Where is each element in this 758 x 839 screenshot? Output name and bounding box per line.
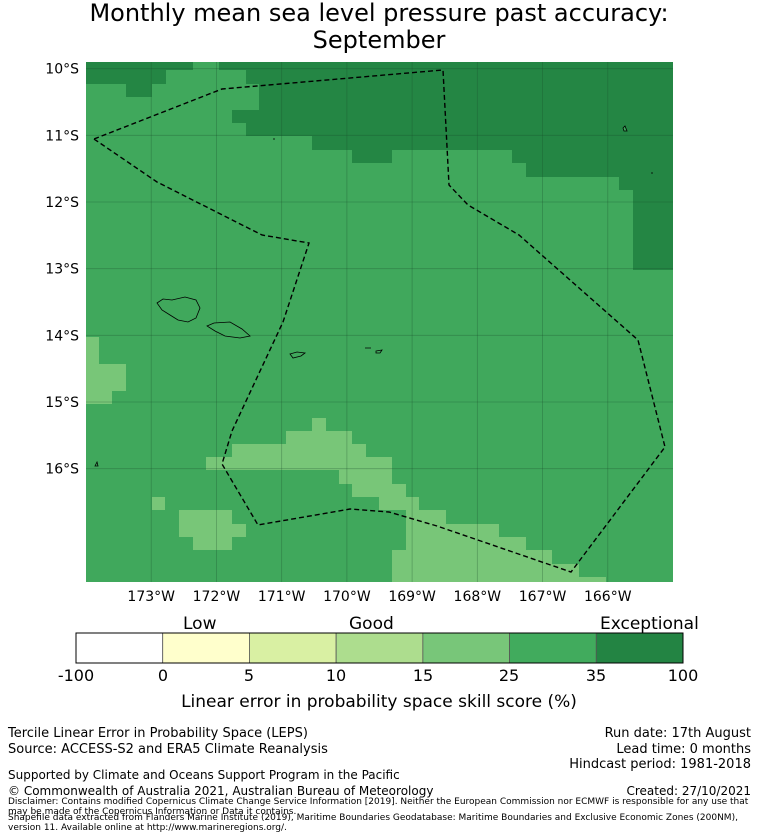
map-gridlines [86, 62, 673, 582]
colorbar-tick: 10 [325, 666, 347, 685]
good-skill-cell [152, 497, 165, 510]
colorbar-category-exceptional: Exceptional [600, 614, 699, 634]
latitude-tick-label: 14°S [45, 328, 79, 344]
colorbar-segment [162, 632, 250, 664]
tutuila-island [289, 351, 307, 359]
colorbar-tick: 35 [585, 666, 607, 685]
good-skill-region-south [206, 418, 606, 582]
colorbar-segment [249, 632, 337, 664]
copyright-text: © Commonwealth of Australia 2021, Austra… [8, 784, 434, 798]
colorbar-segment [509, 632, 597, 664]
latitude-tick-label: 13°S [45, 262, 79, 278]
longitude-tick-label: 170°W [323, 589, 371, 605]
upolu-island [206, 321, 251, 339]
method-text: Tercile Linear Error in Probability Spac… [8, 726, 308, 741]
colorbar-tick: 0 [157, 666, 169, 685]
latitude-tick-label: 10°S [45, 62, 79, 78]
title-line-1: Monthly mean sea level pressure past acc… [89, 0, 669, 27]
hindcast-period: Hindcast period: 1981-2018 [569, 757, 751, 772]
chart-title: Monthly mean sea level pressure past acc… [0, 0, 758, 54]
colorbar-segment [595, 632, 684, 664]
colorbar-tick: 100 [667, 666, 699, 685]
longitude-tick-label: 173°W [127, 589, 175, 605]
good-skill-region-southwest [179, 510, 246, 550]
good-skill-region-west [86, 337, 126, 404]
longitude-tick-label: 167°W [519, 589, 567, 605]
source-text: Source: ACCESS-S2 and ERA5 Climate Reana… [8, 742, 328, 757]
longitude-tick-label: 166°W [584, 589, 632, 605]
lead-time: Lead time: 0 months [616, 742, 751, 757]
islands [94, 125, 653, 467]
shapefile-credit: Shapefile data extracted from Flanders M… [8, 813, 738, 833]
eez-boundary [92, 69, 666, 573]
colorbar-tick: 15 [412, 666, 434, 685]
manua-islands [365, 347, 383, 354]
colorbar [75, 632, 684, 664]
colorbar-category-low: Low [183, 614, 217, 634]
colorbar-segment [422, 632, 510, 664]
title-line-2: September [312, 26, 446, 54]
colorbar-border [75, 632, 684, 664]
colorbar-category-good: Good [349, 614, 394, 634]
disclaimer-text: Disclaimer: Contains modified Copernicus… [8, 797, 749, 817]
support-text: Supported by Climate and Oceans Support … [8, 768, 400, 782]
longitude-tick-label: 168°W [454, 589, 502, 605]
created-date: Created: 27/10/2021 [626, 784, 751, 798]
longitude-tick-label: 169°W [388, 589, 436, 605]
colorbar-tick: 25 [498, 666, 520, 685]
longitude-tick-label: 172°W [193, 589, 241, 605]
longitude-labels: 173°W 172°W 171°W 170°W 169°W 168°W 167°W 166°W [127, 589, 631, 605]
exceptional-skill-region [86, 62, 673, 270]
latitude-tick-label: 12°S [45, 195, 79, 211]
latitude-tick-label: 16°S [45, 462, 79, 478]
colorbar-tick: -100 [57, 666, 95, 685]
latitude-labels: 10°S 11°S 12°S 13°S 14°S 15°S 16°S [45, 62, 79, 478]
colorbar-label: Linear error in probability space skill … [181, 692, 577, 712]
colorbar-tick: 5 [243, 666, 255, 685]
colorbar-segment [75, 632, 164, 664]
longitude-tick-label: 171°W [258, 589, 306, 605]
colorbar-segment [335, 632, 424, 664]
run-date: Run date: 17th August [604, 726, 751, 741]
latitude-tick-label: 11°S [45, 128, 79, 144]
savaii-island [156, 296, 201, 323]
islet-west [94, 460, 99, 467]
tokelau-island [622, 125, 628, 132]
map-panel [86, 62, 673, 582]
latitude-tick-label: 15°S [45, 395, 79, 411]
